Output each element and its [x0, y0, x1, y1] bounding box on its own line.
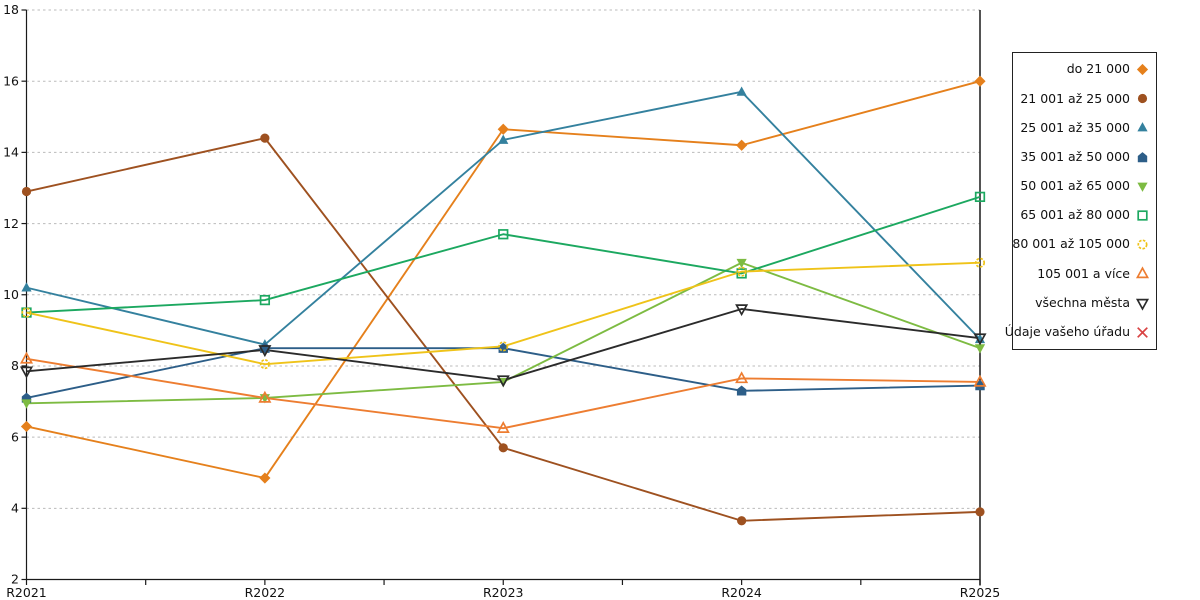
circle-marker-icon[interactable]: [975, 507, 985, 517]
series-markers-vsechna-mesta[interactable]: [19, 304, 987, 388]
diamond-marker-icon[interactable]: [497, 123, 509, 135]
series-markers-21-001-az-25-000[interactable]: [21, 133, 985, 526]
circle-marker-icon[interactable]: [498, 443, 508, 453]
legend-label: 21 001 až 25 000: [1020, 90, 1130, 106]
square-legend-icon: [1137, 210, 1148, 221]
triangle-up-marker-icon[interactable]: [735, 371, 749, 384]
pentagon-marker-icon[interactable]: [736, 385, 747, 396]
circle-marker-icon[interactable]: [974, 257, 986, 268]
y-tick-label: 8: [11, 358, 19, 373]
triangle-down-marker-icon[interactable]: [19, 366, 34, 379]
legend-label: všechna města: [1035, 294, 1130, 310]
legend-item-80-001-az-105-000[interactable]: 80 001 až 105 000: [1012, 236, 1156, 252]
triangle-down-legend-icon: [1135, 298, 1150, 311]
legend-label: 50 001 až 65 000: [1020, 178, 1130, 194]
x-tick-label: R2025: [960, 585, 1001, 600]
y-tick-label: 2: [11, 572, 19, 587]
legend-item-65-001-az-80-000[interactable]: 65 001 až 80 000: [1013, 208, 1156, 223]
triangle-up-legend-icon: [1135, 266, 1150, 279]
square-marker-icon[interactable]: [974, 191, 986, 203]
series-line-21-001-az-25-000[interactable]: [26, 137, 981, 522]
pentagon-legend-icon: [1137, 151, 1148, 162]
triangle-up-legend-icon: [1137, 122, 1148, 132]
triangle-up-marker-icon[interactable]: [496, 421, 510, 433]
series-line-105-001-a-vice[interactable]: [26, 357, 981, 430]
circle-marker-icon[interactable]: [259, 359, 270, 370]
legend-item-35-001-az-50-000[interactable]: 35 001 až 50 000: [1013, 150, 1156, 165]
series-markers-35-001-az-50-000[interactable]: [21, 342, 985, 403]
triangle-down-marker-icon[interactable]: [973, 333, 987, 346]
y-tick-label: 6: [11, 429, 19, 444]
legend-item-do-21-000[interactable]: do 21 000: [1013, 62, 1156, 77]
y-tick-label: 18: [3, 2, 19, 17]
y-tick-label: 14: [3, 145, 19, 160]
series-line-65-001-az-80-000[interactable]: [26, 195, 981, 314]
series-markers-80-001-az-105-000[interactable]: [21, 257, 986, 370]
legend-item-vsechna-mesta[interactable]: všechna města: [1013, 296, 1156, 311]
triangle-up-marker-icon[interactable]: [21, 282, 32, 292]
triangle-up-marker-icon[interactable]: [19, 351, 34, 364]
triangle-up-marker-icon[interactable]: [973, 374, 987, 387]
circle-marker-icon[interactable]: [737, 516, 747, 526]
circle-marker-icon[interactable]: [260, 133, 270, 143]
diamond-marker-icon[interactable]: [20, 420, 33, 433]
x-axis-ticks: R2021 R2022 R2023 R2024 R2025: [6, 579, 1001, 600]
triangle-down-marker-icon[interactable]: [496, 375, 510, 388]
y-tick-label: 10: [3, 287, 19, 302]
triangle-down-legend-icon: [1137, 182, 1148, 192]
circle-marker-icon[interactable]: [736, 266, 747, 277]
x-legend-icon: [1137, 326, 1148, 338]
circle-marker-icon[interactable]: [498, 341, 509, 352]
triangle-down-marker-icon[interactable]: [736, 258, 747, 269]
x-tick-label: R2023: [483, 585, 524, 600]
circle-marker-icon[interactable]: [21, 186, 32, 197]
triangle-up-marker-icon[interactable]: [498, 134, 509, 144]
y-tick-label: 16: [3, 73, 19, 88]
series-markers-do-21-000[interactable]: [20, 75, 986, 484]
y-tick-label: 12: [3, 216, 19, 231]
y-tick-label: 4: [11, 501, 19, 516]
legend-label: 80 001 až 105 000: [1012, 236, 1130, 252]
y-axis-ticks: 2 4 6 8 10 12 14 16 18: [3, 2, 27, 587]
square-marker-icon[interactable]: [259, 294, 271, 306]
triangle-up-marker-icon[interactable]: [974, 333, 986, 344]
diamond-marker-icon[interactable]: [974, 75, 986, 87]
triangle-down-marker-icon[interactable]: [21, 399, 32, 409]
triangle-down-marker-icon[interactable]: [735, 304, 749, 317]
legend-item-105-001-a-vice[interactable]: 105 001 a více: [1013, 266, 1156, 281]
series-line-35-001-az-50-000[interactable]: [26, 347, 981, 399]
diamond-legend-icon: [1136, 63, 1149, 76]
legend-label: 35 001 až 50 000: [1020, 148, 1130, 164]
legend-label: 25 001 až 35 000: [1020, 119, 1130, 135]
chart-legend: do 21 000 21 001 až 25 000 25 001 až 35 00…: [1005, 52, 1157, 350]
legend-label: 65 001 až 80 000: [1020, 207, 1130, 223]
circle-legend-icon: [1137, 239, 1148, 250]
legend-label: 105 001 a více: [1037, 265, 1130, 281]
diamond-marker-icon[interactable]: [259, 472, 271, 484]
gridlines: [26, 9, 980, 509]
x-tick-label: R2024: [721, 585, 762, 600]
legend-label: Údaje vašeho úřadu: [1004, 324, 1130, 340]
triangle-up-marker-icon[interactable]: [736, 86, 747, 96]
circle-marker-icon[interactable]: [21, 307, 32, 318]
legend-item-21-001-az-25-000[interactable]: 21 001 až 25 000: [1013, 91, 1156, 106]
legend-item-50-001-az-65-000[interactable]: 50 001 až 65 000: [1013, 179, 1156, 194]
series-markers-65-001-az-80-000[interactable]: [21, 191, 986, 318]
diamond-marker-icon[interactable]: [736, 139, 748, 151]
triangle-down-marker-icon[interactable]: [258, 345, 272, 358]
circle-legend-icon: [1137, 94, 1148, 104]
legend-item-udaje-vaseho-uradu[interactable]: Údaje vašeho úřadu: [1005, 325, 1156, 340]
triangle-up-marker-icon[interactable]: [258, 390, 272, 403]
legend-item-25-001-az-35-000[interactable]: 25 001 až 35 000: [1013, 120, 1156, 135]
square-marker-icon[interactable]: [498, 229, 509, 240]
x-tick-label: R2021: [6, 585, 47, 600]
legend-label: do 21 000: [1066, 61, 1130, 77]
series-markers-105-001-a-vice[interactable]: [19, 351, 987, 433]
triangle-down-marker-icon[interactable]: [974, 344, 986, 354]
x-tick-label: R2022: [245, 585, 286, 600]
